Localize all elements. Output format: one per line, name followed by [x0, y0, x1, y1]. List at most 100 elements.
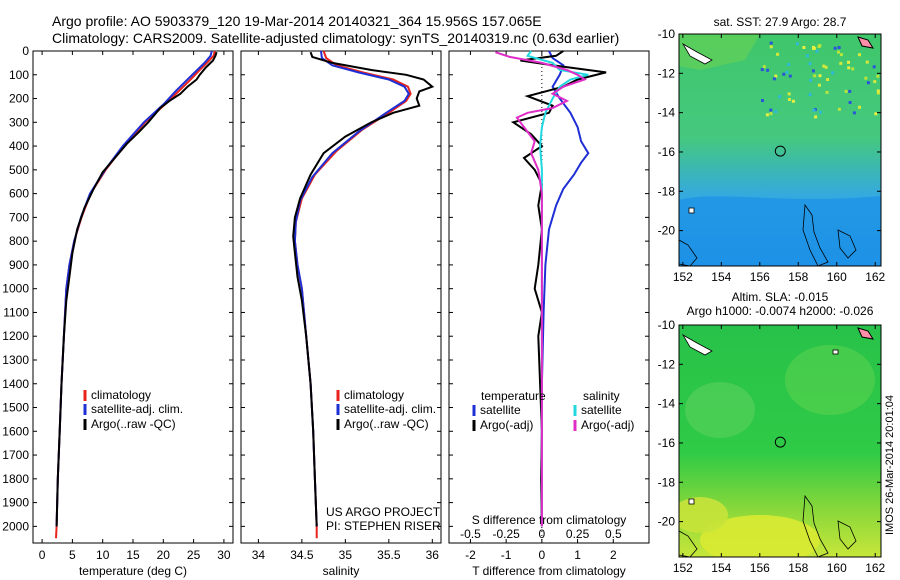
sst-float-marker	[774, 145, 786, 157]
map-y-tick-label: -12	[658, 357, 676, 371]
sst-pixel	[837, 50, 840, 54]
sst-pixel	[812, 108, 816, 112]
legend-label: Argo(-adj)	[480, 418, 533, 432]
figure-subtitle: Climatology: CARS2009. Satellite-adjuste…	[52, 30, 619, 46]
map-y-tick-label: -20	[658, 224, 676, 238]
sst-pixel	[787, 63, 791, 67]
map-y-tick-label: -16	[658, 145, 676, 159]
series-line-temperature-argo-adj-	[510, 50, 607, 527]
s-tick-label: -0.25	[492, 527, 520, 541]
sst-map-frame	[678, 33, 882, 267]
sla-map-frame	[678, 324, 882, 558]
map-x-tick-label: 152	[673, 270, 693, 284]
depth-tick-label: 700	[9, 210, 29, 224]
difference-plot: -2 -1 0 1 2 T difference from climatology S di…	[449, 50, 649, 578]
sst-coast-se	[802, 203, 829, 266]
sst-pixel	[847, 60, 850, 64]
sst-pixel	[778, 95, 782, 99]
sst-pixel	[808, 93, 812, 97]
map-y-tick-label: -18	[658, 475, 676, 489]
sst-pixel	[802, 46, 806, 49]
sst-map-axes: 152 154 156 158 160 162 -10 -12 -14 -16 -18 -20	[658, 27, 886, 284]
sst-pixel	[811, 69, 815, 73]
map-x-tick-label: 158	[788, 561, 808, 575]
map-x-tick-label: 154	[711, 270, 731, 284]
sst-pixel	[858, 53, 861, 57]
legend-label: climatology	[91, 388, 151, 402]
x-tick-label: 36	[426, 548, 440, 562]
series-line-salinity-argo-adj-	[495, 51, 587, 527]
sst-pixel	[769, 108, 773, 112]
map-y-tick-label: -14	[658, 106, 676, 120]
depth-tick-label: 1500	[2, 401, 29, 415]
map-x-tick-label: 152	[673, 561, 693, 575]
series-line-argo-raw-qc-	[55, 51, 218, 527]
legend-label: climatology	[344, 388, 404, 402]
sst-pixel	[831, 71, 835, 75]
x-tick-label: 5	[69, 548, 76, 562]
legend-header: temperature	[481, 389, 546, 403]
sst-pixel	[826, 78, 830, 81]
sst-pixel	[814, 115, 818, 119]
sst-map-title: sat. SST: 27.9 Argo: 28.7	[714, 15, 847, 29]
sla-coast-se	[802, 494, 829, 557]
sla-map: Altim. SLA: -0.015 Argo h1000: -0.0074 h…	[658, 290, 886, 575]
x-tick-label: 35	[339, 548, 353, 562]
difference-panel-frame	[448, 50, 650, 544]
sst-pixel	[782, 72, 786, 76]
sla-coast-nw	[681, 333, 713, 356]
sst-pixel	[873, 80, 877, 84]
series-line-salinity-satellite	[525, 50, 589, 527]
sst-pixel	[848, 101, 852, 104]
x-tick-label: 25	[187, 548, 201, 562]
x-tick-label: 34	[252, 548, 266, 562]
map-y-tick-label: -12	[658, 66, 676, 80]
sla-coast-e	[837, 520, 857, 550]
x-tick-label: 2	[610, 548, 617, 562]
sst-coast-nw	[681, 42, 713, 65]
sst-pixel	[766, 68, 770, 72]
sla-map-axes: 152 154 156 158 160 162 -10 -12 -14 -16 -18 -20	[658, 318, 886, 575]
sst-pixel	[852, 111, 856, 115]
depth-tick-label: 0	[22, 44, 29, 58]
sst-pixel	[761, 99, 764, 102]
sst-pixel	[765, 113, 769, 117]
sst-pixel	[795, 42, 799, 46]
map-y-tick-label: -18	[658, 184, 676, 198]
map-x-tick-label: 156	[750, 561, 770, 575]
sst-coast-sw	[679, 239, 698, 266]
depth-tick-label: 900	[9, 258, 29, 272]
sst-pixel	[833, 46, 837, 50]
legend-header: salinity	[583, 389, 620, 403]
sst-pixel	[812, 45, 815, 49]
map-x-tick-label: 162	[865, 561, 885, 575]
depth-tick-label: 200	[9, 92, 29, 106]
series-line-temperature-satellite	[540, 50, 590, 527]
x-tick-label: 0	[539, 548, 546, 562]
sla-light-blob	[685, 382, 755, 438]
credit-project: US ARGO PROJECT	[326, 505, 441, 519]
map-x-tick-label: 156	[750, 270, 770, 284]
sst-islet	[688, 207, 695, 214]
sst-pixel	[769, 41, 773, 45]
legend-label: satellite	[480, 403, 521, 417]
sst-pixel	[769, 112, 773, 116]
depth-tick-label: 600	[9, 187, 29, 201]
map-y-tick-label: -16	[658, 436, 676, 450]
sst-pixel	[865, 60, 869, 64]
sla-light-blob-2	[785, 345, 875, 415]
sst-pixel	[866, 81, 870, 85]
figure-title: Argo profile: AO 5903379_120 19-Mar-2014…	[52, 13, 542, 29]
sla-yellow-patch	[700, 515, 820, 557]
sla-map-title: Altim. SLA: -0.015	[732, 290, 829, 304]
imos-timestamp: IMOS 26-Mar-2014 20:01:04	[884, 395, 896, 535]
sst-pixel	[837, 46, 841, 49]
x-tick-label: -2	[465, 548, 476, 562]
sst-pixel	[818, 110, 822, 114]
depth-tick-label: 1800	[2, 472, 29, 486]
x-tick-label: 1	[574, 548, 581, 562]
sst-pixel	[825, 90, 829, 94]
depth-tick-label: 1100	[3, 305, 29, 319]
depth-tick-label: 1200	[2, 329, 29, 343]
map-x-tick-label: 160	[827, 270, 847, 284]
